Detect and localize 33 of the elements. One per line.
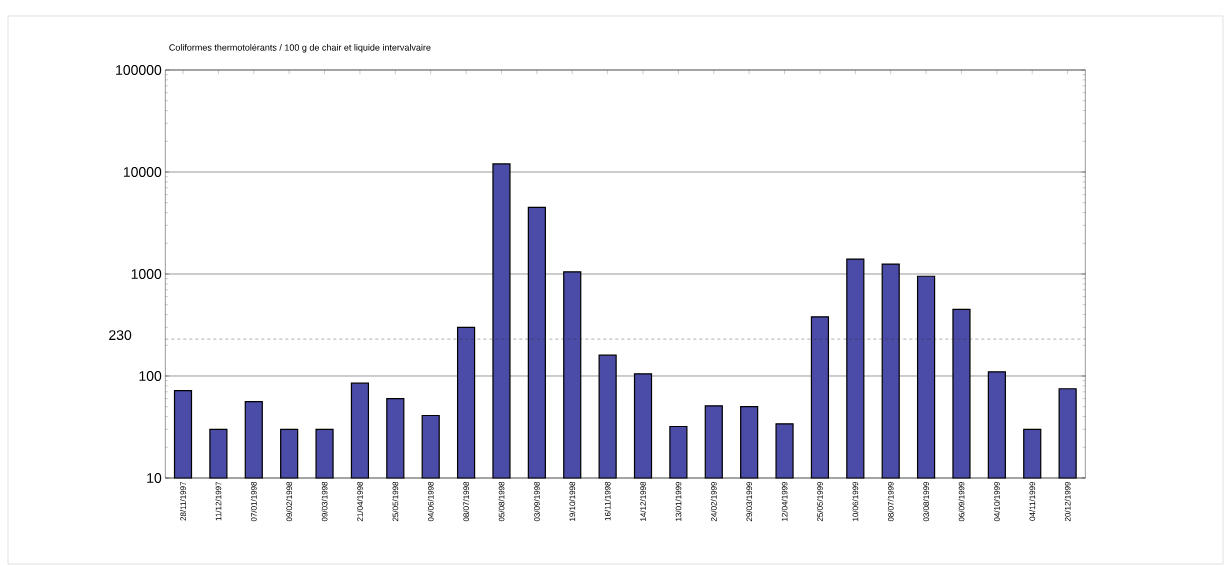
- x-tick-label: 10/06/1999: [852, 481, 859, 521]
- x-tick-label: 05/08/1998: [498, 481, 505, 522]
- x-tick-label: 04/11/1999: [1029, 481, 1036, 521]
- x-tick-label: 25/05/1999: [816, 481, 823, 522]
- x-tick-label: 08/07/1998: [463, 481, 470, 522]
- x-tick-label: 14/12/1998: [640, 481, 646, 521]
- x-tick-label: 09/02/1998: [286, 481, 293, 522]
- x-tick-label: 09/03/1998: [321, 481, 328, 522]
- x-tick-label: 08/07/1999: [887, 481, 894, 522]
- x-tick-label: 12/04/1999: [781, 481, 788, 521]
- x-tick-label: 13/01/1999: [675, 481, 682, 521]
- y-tick-label: 10000: [123, 167, 162, 177]
- y-tick-label: 100000: [116, 65, 162, 75]
- x-tick-label: 04/10/1999: [993, 481, 1000, 522]
- x-tick-label: 25/05/1998: [392, 481, 399, 522]
- x-tick-label: 21/04/1998: [356, 481, 363, 522]
- y-tick-label: 1000: [131, 269, 162, 279]
- y-tick-label: 10: [147, 473, 162, 483]
- x-tick-label: 04/06/1998: [427, 481, 434, 522]
- x-tick-label: 06/09/1999: [958, 481, 965, 522]
- x-tick-label: 03/09/1998: [533, 481, 540, 522]
- x-tick-label: 24/02/1999: [710, 481, 717, 522]
- ref-line-label: 230: [109, 330, 132, 341]
- x-tick-label: 03/08/1999: [923, 481, 930, 522]
- y-tick-label: 100: [139, 371, 162, 381]
- x-tick-label: 28/11/1997: [180, 481, 186, 521]
- x-tick-label: 20/12/1999: [1064, 481, 1071, 522]
- chart-title: Coliformes thermotolérants / 100 g de chair et liquide intervalvaire: [169, 43, 431, 53]
- x-tick-label: 11/12/1997: [215, 481, 222, 521]
- x-tick-label: 19/10/1998: [569, 481, 576, 521]
- x-tick-label: 29/03/1999: [746, 481, 753, 522]
- x-tick-label: 07/01/1998: [250, 481, 257, 522]
- x-tick-label: 16/11/1998: [604, 481, 611, 521]
